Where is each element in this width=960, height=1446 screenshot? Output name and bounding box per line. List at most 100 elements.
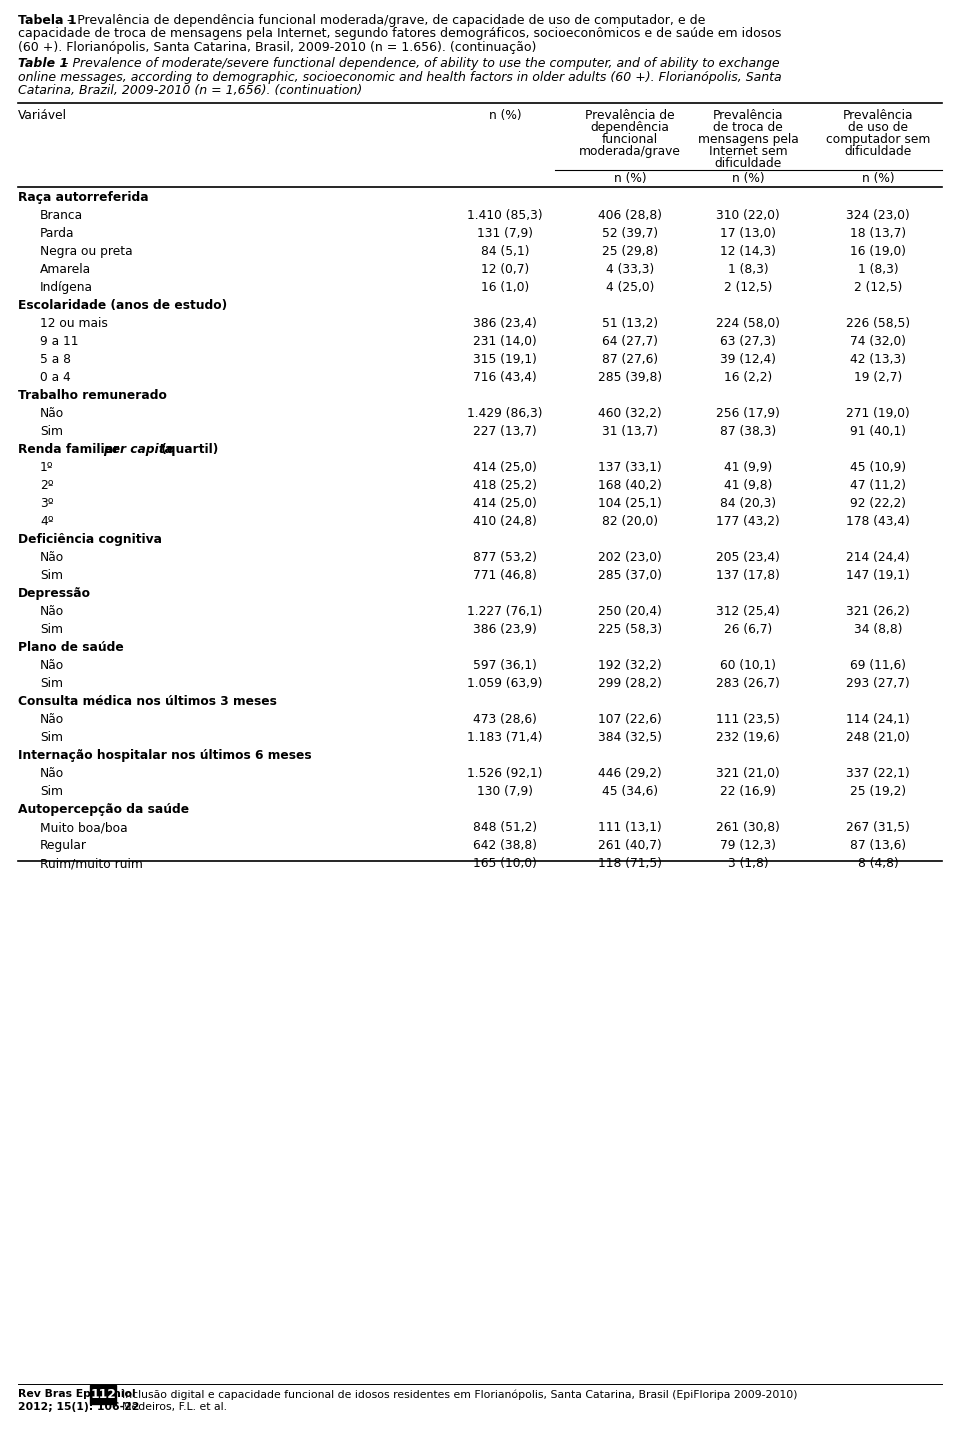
Text: de uso de: de uso de	[848, 121, 908, 134]
Text: Sim: Sim	[40, 732, 63, 745]
Text: online messages, according to demographic, socioeconomic and health factors in o: online messages, according to demographi…	[18, 71, 781, 84]
Text: 460 (32,2): 460 (32,2)	[598, 408, 661, 421]
Text: 19 (2,7): 19 (2,7)	[853, 372, 902, 385]
Text: 312 (25,4): 312 (25,4)	[716, 604, 780, 617]
Text: dependência: dependência	[590, 121, 669, 134]
Text: 597 (36,1): 597 (36,1)	[473, 659, 537, 672]
Text: Não: Não	[40, 551, 64, 564]
Text: Regular: Regular	[40, 839, 87, 852]
Text: 321 (26,2): 321 (26,2)	[846, 604, 910, 617]
Text: 414 (25,0): 414 (25,0)	[473, 497, 537, 510]
Text: 224 (58,0): 224 (58,0)	[716, 317, 780, 330]
Text: 92 (22,2): 92 (22,2)	[850, 497, 906, 510]
Text: per capita: per capita	[103, 442, 173, 455]
Text: 414 (25,0): 414 (25,0)	[473, 461, 537, 474]
Text: Negra ou preta: Negra ou preta	[40, 246, 132, 257]
Text: 112: 112	[90, 1388, 116, 1401]
Text: Não: Não	[40, 659, 64, 672]
Text: 12 (0,7): 12 (0,7)	[481, 263, 529, 276]
Text: 285 (39,8): 285 (39,8)	[598, 372, 662, 385]
Text: dificuldade: dificuldade	[714, 158, 781, 171]
Text: 9 a 11: 9 a 11	[40, 335, 79, 348]
Text: 3º: 3º	[40, 497, 54, 510]
Text: 165 (10,0): 165 (10,0)	[473, 857, 537, 870]
Text: 39 (12,4): 39 (12,4)	[720, 353, 776, 366]
Text: 293 (27,7): 293 (27,7)	[846, 677, 910, 690]
Text: 42 (13,3): 42 (13,3)	[850, 353, 906, 366]
Text: 111 (23,5): 111 (23,5)	[716, 713, 780, 726]
Text: Consulta médica nos últimos 3 meses: Consulta médica nos últimos 3 meses	[18, 696, 276, 709]
Text: 250 (20,4): 250 (20,4)	[598, 604, 662, 617]
Text: 45 (34,6): 45 (34,6)	[602, 785, 658, 798]
Text: 177 (43,2): 177 (43,2)	[716, 515, 780, 528]
Text: Inclusão digital e capacidade funcional de idosos residentes em Florianópolis, S: Inclusão digital e capacidade funcional …	[122, 1390, 798, 1400]
Text: 0 a 4: 0 a 4	[40, 372, 71, 385]
Text: n (%): n (%)	[489, 108, 521, 121]
Text: 87 (27,6): 87 (27,6)	[602, 353, 658, 366]
Text: 324 (23,0): 324 (23,0)	[846, 210, 910, 223]
Text: Não: Não	[40, 766, 64, 779]
Text: 22 (16,9): 22 (16,9)	[720, 785, 776, 798]
Text: Ruim/muito ruim: Ruim/muito ruim	[40, 857, 143, 870]
Text: 178 (43,4): 178 (43,4)	[846, 515, 910, 528]
Text: 84 (20,3): 84 (20,3)	[720, 497, 776, 510]
Text: 131 (7,9): 131 (7,9)	[477, 227, 533, 240]
Text: 271 (19,0): 271 (19,0)	[846, 408, 910, 421]
Text: 267 (31,5): 267 (31,5)	[846, 821, 910, 834]
Text: 130 (7,9): 130 (7,9)	[477, 785, 533, 798]
Text: 310 (22,0): 310 (22,0)	[716, 210, 780, 223]
Text: 2012; 15(1): 106-22: 2012; 15(1): 106-22	[18, 1403, 139, 1411]
Text: 418 (25,2): 418 (25,2)	[473, 479, 537, 492]
Text: 17 (13,0): 17 (13,0)	[720, 227, 776, 240]
Text: 60 (10,1): 60 (10,1)	[720, 659, 776, 672]
Text: 63 (27,3): 63 (27,3)	[720, 335, 776, 348]
Text: 16 (2,2): 16 (2,2)	[724, 372, 772, 385]
Text: Medeiros, F.L. et al.: Medeiros, F.L. et al.	[122, 1403, 227, 1411]
Text: mensagens pela: mensagens pela	[698, 133, 799, 146]
Text: 87 (38,3): 87 (38,3)	[720, 425, 776, 438]
Text: Prevalência: Prevalência	[843, 108, 913, 121]
Text: Variável: Variável	[18, 108, 67, 121]
Text: 848 (51,2): 848 (51,2)	[473, 821, 537, 834]
Text: Sim: Sim	[40, 425, 63, 438]
Text: 69 (11,6): 69 (11,6)	[850, 659, 906, 672]
Text: 227 (13,7): 227 (13,7)	[473, 425, 537, 438]
Text: 52 (39,7): 52 (39,7)	[602, 227, 658, 240]
Text: 716 (43,4): 716 (43,4)	[473, 372, 537, 385]
Text: Trabalho remunerado: Trabalho remunerado	[18, 389, 167, 402]
Text: 192 (32,2): 192 (32,2)	[598, 659, 661, 672]
Text: 64 (27,7): 64 (27,7)	[602, 335, 658, 348]
Text: n (%): n (%)	[862, 172, 895, 185]
Text: Não: Não	[40, 713, 64, 726]
Text: 91 (40,1): 91 (40,1)	[850, 425, 906, 438]
Text: funcional: funcional	[602, 133, 658, 146]
Text: 406 (28,8): 406 (28,8)	[598, 210, 662, 223]
Text: 87 (13,6): 87 (13,6)	[850, 839, 906, 852]
Text: 1.183 (71,4): 1.183 (71,4)	[468, 732, 542, 745]
Text: 446 (29,2): 446 (29,2)	[598, 766, 661, 779]
Text: 410 (24,8): 410 (24,8)	[473, 515, 537, 528]
Text: 1.227 (76,1): 1.227 (76,1)	[468, 604, 542, 617]
Text: 4 (25,0): 4 (25,0)	[606, 281, 654, 294]
Text: 225 (58,3): 225 (58,3)	[598, 623, 662, 636]
Bar	[90, 1385, 116, 1404]
Text: 261 (30,8): 261 (30,8)	[716, 821, 780, 834]
Text: 2 (12,5): 2 (12,5)	[724, 281, 772, 294]
Text: 137 (33,1): 137 (33,1)	[598, 461, 661, 474]
Text: Deficiência cognitiva: Deficiência cognitiva	[18, 534, 162, 547]
Text: Escolaridade (anos de estudo): Escolaridade (anos de estudo)	[18, 299, 228, 312]
Text: 118 (71,5): 118 (71,5)	[598, 857, 662, 870]
Text: 283 (26,7): 283 (26,7)	[716, 677, 780, 690]
Text: 16 (1,0): 16 (1,0)	[481, 281, 529, 294]
Text: 205 (23,4): 205 (23,4)	[716, 551, 780, 564]
Text: 111 (13,1): 111 (13,1)	[598, 821, 661, 834]
Text: Sim: Sim	[40, 785, 63, 798]
Text: 34 (8,8): 34 (8,8)	[853, 623, 902, 636]
Text: 104 (25,1): 104 (25,1)	[598, 497, 662, 510]
Text: Renda familiar: Renda familiar	[18, 442, 124, 455]
Text: Sim: Sim	[40, 677, 63, 690]
Text: de troca de: de troca de	[713, 121, 782, 134]
Text: Amarela: Amarela	[40, 263, 91, 276]
Text: 41 (9,9): 41 (9,9)	[724, 461, 772, 474]
Text: Depressão: Depressão	[18, 587, 91, 600]
